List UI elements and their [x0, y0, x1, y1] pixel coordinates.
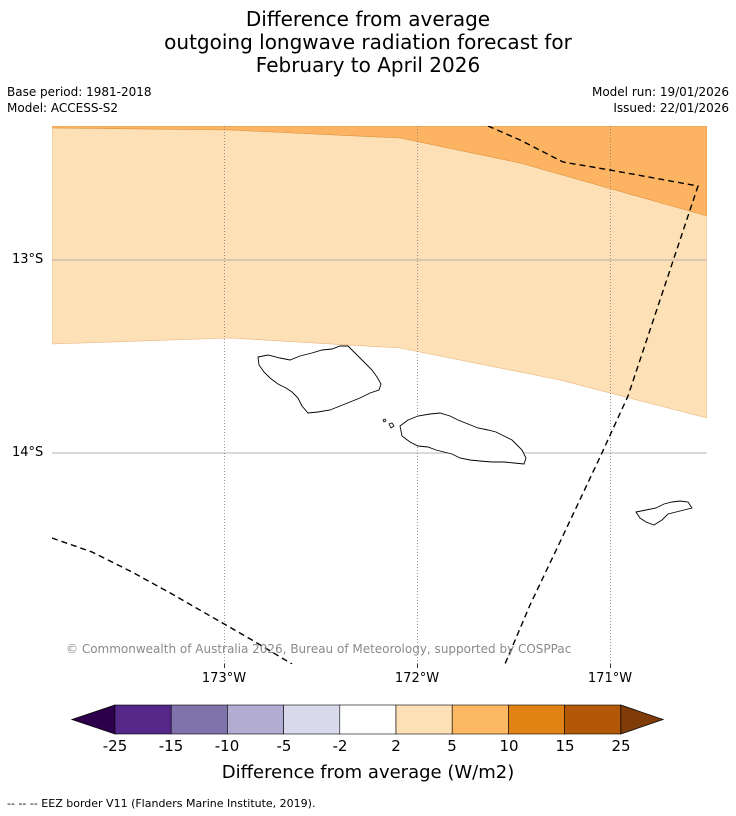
chart-title: Difference from average outgoing longwav… [0, 8, 736, 77]
colorbar-tick: -25 [102, 737, 128, 755]
title-line-1: Difference from average [245, 7, 491, 31]
island-tutuila [635, 500, 693, 526]
island-manono [382, 418, 387, 423]
colorbar-tick: 5 [447, 737, 457, 755]
colorbar-segment [451, 704, 509, 735]
title-line-3: February to April 2026 [255, 53, 481, 77]
copyright-notice: © Commonwealth of Australia 2026, Bureau… [66, 642, 572, 656]
title-line-2: outgoing longwave radiation forecast for [164, 30, 572, 54]
lon-label-173w: 173°W [201, 671, 247, 686]
colorbar-segment [227, 704, 284, 735]
model-name: Model: ACCESS-S2 [7, 101, 119, 115]
colorbar-segment [508, 704, 565, 735]
model-run: Model run: 19/01/2026 [591, 85, 729, 99]
colorbar-segment [339, 704, 397, 735]
colorbar-tick: -10 [214, 737, 240, 755]
lat-label-14s: 14°S [12, 445, 44, 460]
eez-border-south [52, 537, 293, 664]
eez-legend-note: -- -- -- EEZ border V11 (Flanders Marine… [7, 797, 316, 810]
colorbar-segment [564, 704, 622, 735]
colorbar-segment [395, 704, 453, 735]
lat-label-13s: 13°S [12, 252, 44, 267]
colorbar-tick: 25 [611, 737, 631, 755]
colorbar-segment [114, 704, 172, 735]
colorbar-arrow-low [70, 704, 116, 735]
lon-label-171w: 171°W [587, 671, 633, 686]
colorbar-tick: -5 [276, 737, 292, 755]
colorbar-segment [283, 704, 341, 735]
colorbar-tick: 15 [555, 737, 575, 755]
lon-label-172w: 172°W [394, 671, 440, 686]
colorbar-tick: 10 [499, 737, 519, 755]
colorbar-arrow-high [620, 704, 665, 735]
eez-border-north [487, 126, 699, 664]
colorbar [70, 704, 665, 735]
island-apolima [388, 422, 395, 429]
meta-right: Model run: 19/01/2026 Issued: 22/01/2026 [592, 84, 729, 116]
meta-left: Base period: 1981-2018 Model: ACCESS-S2 [7, 84, 152, 116]
base-period: Base period: 1981-2018 [7, 85, 152, 99]
colorbar-tick: 2 [391, 737, 401, 755]
anomaly-band-2-5 [52, 126, 707, 419]
island-upolu [399, 412, 527, 465]
colorbar-tick: -2 [332, 737, 348, 755]
colorbar-label: Difference from average (W/m2) [221, 762, 515, 783]
island-savaii [257, 345, 382, 414]
issued-date: Issued: 22/01/2026 [613, 101, 729, 115]
map-area [52, 126, 707, 664]
colorbar-tick: -15 [158, 737, 184, 755]
colorbar-segment [170, 704, 228, 735]
anomaly-band-5-10 [52, 126, 707, 217]
